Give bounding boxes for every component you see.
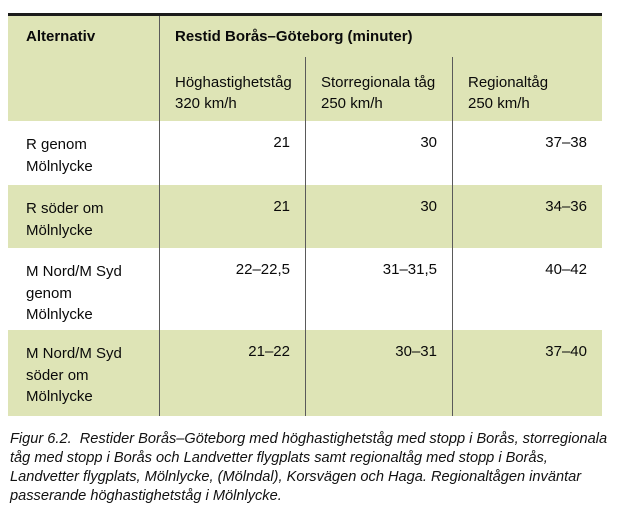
table-row: R genom Mölnlycke 21 30 37–38 [8, 121, 602, 185]
cell-value: 21 [160, 185, 306, 248]
column-header-hoghastighetstag: Höghastighetståg 320 km/h [160, 57, 306, 121]
cell-value: 34–36 [545, 198, 587, 215]
row-label: R genom Mölnlycke [8, 121, 160, 185]
column-header-regionaltag: Regionaltåg 250 km/h [468, 74, 549, 112]
cell-value: 30 [306, 185, 453, 248]
travel-time-table: Alternativ Restid Borås–Göteborg (minute… [8, 13, 602, 416]
cell-value: 30–31 [306, 330, 453, 416]
cell-value: 37–38 [545, 134, 587, 151]
column-header-restid-span: Restid Borås–Göteborg (minuter) [175, 28, 413, 45]
row-label: R söder om Mölnlycke [8, 185, 160, 248]
figure-caption: Figur 6.2. Restider Borås–Göteborg med h… [10, 431, 608, 504]
document-page: Alternativ Restid Borås–Göteborg (minute… [0, 13, 620, 506]
row-label: M Nord/M Syd genom Mölnlycke [8, 248, 160, 330]
cell-value: 31–31,5 [306, 248, 453, 330]
table-row: R söder om Mölnlycke 21 30 34–36 [8, 185, 602, 248]
table-row: M Nord/M Syd genom Mölnlycke 22–22,5 31–… [8, 248, 602, 330]
cell-value: 30 [306, 121, 453, 185]
column-header-alternativ: Alternativ [8, 16, 160, 57]
row-label: M Nord/M Syd söder om Mölnlycke [8, 330, 160, 416]
cell-value: 22–22,5 [160, 248, 306, 330]
subheader-spacer [8, 57, 160, 121]
cell-value: 37–40 [545, 343, 587, 360]
table-header-row: Alternativ Restid Borås–Göteborg (minute… [8, 16, 602, 57]
column-header-storregionala: Storregionala tåg 250 km/h [306, 57, 453, 121]
table-subheader-row: Höghastighetståg 320 km/h Storregionala … [8, 57, 602, 121]
cell-value: 21 [160, 121, 306, 185]
cell-value: 40–42 [545, 261, 587, 278]
table-row: M Nord/M Syd söder om Mölnlycke 21–22 30… [8, 330, 602, 416]
cell-value: 21–22 [160, 330, 306, 416]
